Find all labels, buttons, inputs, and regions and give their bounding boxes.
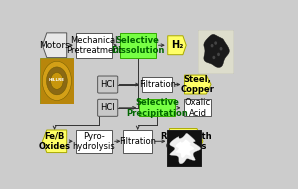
Text: HCl: HCl: [100, 80, 115, 89]
Text: Oxalic
Acid: Oxalic Acid: [185, 98, 211, 118]
Polygon shape: [184, 75, 211, 94]
Text: Selective
Precipitation: Selective Precipitation: [126, 98, 188, 118]
Text: Filtration: Filtration: [119, 137, 156, 146]
FancyBboxPatch shape: [139, 99, 175, 116]
Polygon shape: [42, 33, 67, 58]
FancyBboxPatch shape: [142, 77, 172, 92]
Text: HCl: HCl: [100, 103, 115, 112]
FancyBboxPatch shape: [76, 130, 112, 153]
Text: Pyro-
hydrolysis: Pyro- hydrolysis: [72, 132, 115, 151]
FancyBboxPatch shape: [98, 99, 118, 116]
FancyBboxPatch shape: [76, 33, 112, 58]
FancyBboxPatch shape: [98, 76, 118, 93]
FancyBboxPatch shape: [123, 130, 152, 153]
Text: Filtration: Filtration: [139, 80, 176, 89]
Text: Steel,
Copper: Steel, Copper: [181, 75, 215, 94]
FancyBboxPatch shape: [184, 99, 211, 116]
Text: Mechanical
Pretreatment: Mechanical Pretreatment: [66, 36, 122, 55]
Polygon shape: [42, 130, 67, 153]
FancyBboxPatch shape: [120, 33, 156, 58]
Text: Fe/B
Oxides: Fe/B Oxides: [38, 132, 71, 151]
Polygon shape: [170, 129, 203, 154]
Text: Motors: Motors: [39, 41, 70, 50]
Text: H₂: H₂: [171, 40, 183, 50]
Text: Rare Earth
Oxalates: Rare Earth Oxalates: [161, 132, 212, 151]
Polygon shape: [168, 36, 186, 55]
Text: Selective
Dissolution: Selective Dissolution: [111, 36, 164, 55]
